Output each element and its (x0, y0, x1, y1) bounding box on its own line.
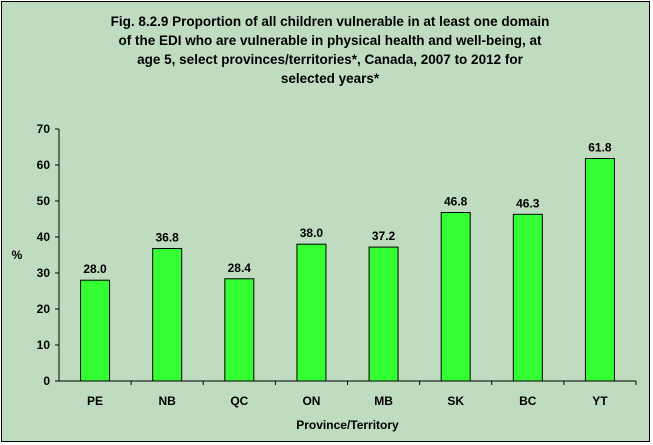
bar-yt (584, 158, 615, 382)
bar-nb (152, 248, 183, 382)
y-tick-label: 40 (37, 230, 51, 244)
x-axis-label: Province/Territory (296, 418, 399, 432)
title-line: Fig. 8.2.9 Proportion of all children vu… (110, 14, 550, 29)
y-axis-label: % (12, 248, 23, 262)
data-label-bc: 46.3 (516, 196, 540, 210)
x-axis-ticks: PE NB QC ON MB SK BC YT (87, 381, 637, 408)
data-label-on: 38.0 (300, 226, 324, 240)
chart-title: Fig. 8.2.9 Proportion of all children vu… (40, 12, 620, 88)
x-tick-label: PE (87, 394, 103, 408)
bar-pe (80, 279, 111, 382)
y-tick-label: 60 (37, 158, 51, 172)
data-label-qc: 28.4 (228, 261, 252, 275)
data-label-mb: 37.2 (372, 229, 396, 243)
title-line: of the EDI who are vulnerable in physica… (118, 33, 542, 48)
bar-sk (440, 212, 471, 382)
x-tick-label: ON (302, 394, 320, 408)
title-line: selected years* (280, 71, 380, 86)
data-label-pe: 28.0 (83, 262, 107, 276)
bar-on (296, 243, 327, 382)
x-tick-label: SK (447, 394, 464, 408)
x-tick-label: MB (374, 394, 393, 408)
data-label-sk: 46.8 (444, 195, 468, 209)
x-tick-label: QC (230, 394, 248, 408)
y-tick-label: 50 (37, 194, 51, 208)
bar-mb (368, 246, 399, 382)
title-line: age 5, select provinces/territories*, Ca… (137, 52, 523, 67)
bar-qc (224, 278, 255, 382)
y-tick-label: 20 (37, 302, 51, 316)
x-tick-label: YT (592, 394, 608, 408)
data-label-yt: 61.8 (588, 141, 612, 155)
y-tick-label: 0 (43, 374, 50, 388)
y-tick-label: 70 (37, 122, 51, 136)
bar-bc (512, 213, 543, 382)
y-axis-ticks: 0 10 20 30 40 50 60 70 (37, 122, 59, 388)
x-tick-label: NB (159, 394, 177, 408)
data-label-nb: 36.8 (156, 231, 180, 245)
x-tick-label: BC (519, 394, 537, 408)
y-tick-label: 10 (37, 338, 51, 352)
y-tick-label: 30 (37, 266, 51, 280)
bars: 28.0 36.8 28.4 38.0 37.2 46.8 46.3 61.8 (80, 141, 615, 382)
